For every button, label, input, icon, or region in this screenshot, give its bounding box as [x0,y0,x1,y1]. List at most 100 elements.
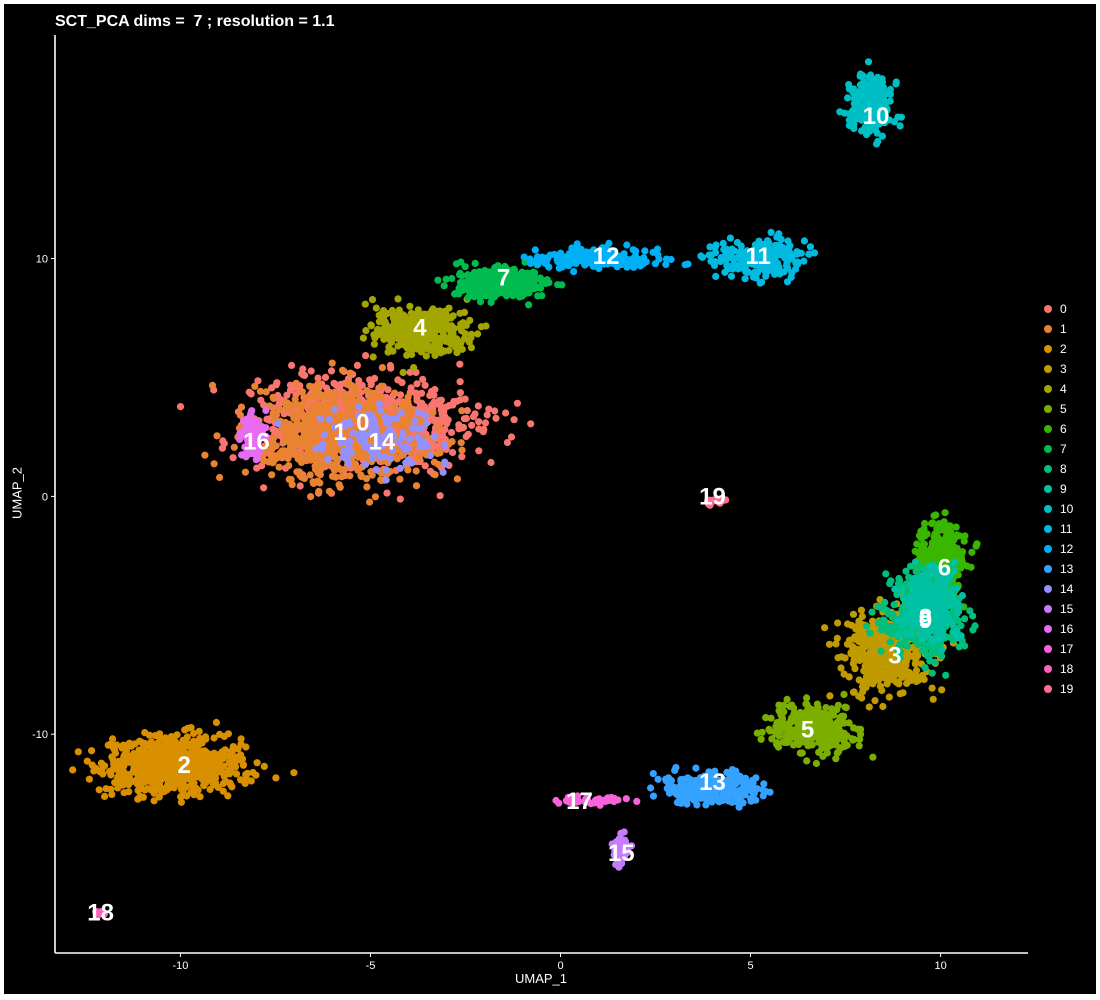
point [802,700,810,708]
point [434,423,442,431]
series-5 [753,690,877,768]
point [525,301,533,309]
point [429,409,437,417]
point [371,389,379,397]
point [404,393,412,401]
point [943,615,951,623]
point [437,396,445,404]
point [405,402,413,410]
point [938,646,946,654]
point [399,368,407,377]
point [274,453,282,461]
point [953,584,961,592]
point [389,347,397,355]
point [783,738,791,747]
point [119,741,127,749]
point [314,374,322,382]
point [422,352,430,360]
point [200,765,208,773]
point [366,397,374,405]
point [916,673,924,681]
point [910,575,918,583]
point [860,667,868,675]
point [145,731,153,739]
point [456,278,464,287]
point [967,563,975,571]
point [343,401,351,409]
point [275,399,283,407]
point [475,418,483,426]
point [401,417,409,425]
point [888,630,896,638]
point [216,473,224,482]
point [190,737,198,745]
point [753,729,761,737]
point [145,774,153,782]
point [325,487,333,495]
point [208,381,217,389]
point [911,558,920,566]
point [833,727,841,735]
point [332,381,340,389]
point [171,778,179,786]
point [887,577,895,585]
point [102,785,110,793]
point [190,756,198,764]
point [421,381,429,389]
point [532,282,540,291]
point [111,779,119,787]
point [841,731,850,739]
point [928,684,936,692]
point [312,428,321,436]
point [940,598,948,607]
point [907,593,916,601]
point [212,779,220,787]
point [202,778,210,786]
point [151,754,159,763]
point [298,388,306,396]
point [879,702,887,711]
point [251,382,259,390]
point [291,395,299,403]
point [469,413,478,421]
point [422,344,430,352]
point [464,430,472,438]
point [912,567,920,576]
point [272,427,280,435]
point [189,729,198,738]
point [218,444,226,452]
point [445,304,453,312]
point [224,792,232,800]
point [162,762,170,770]
plot-background [4,4,1096,994]
point [303,451,311,460]
point [876,682,885,690]
point [437,403,446,411]
point [904,631,912,639]
point [890,601,898,609]
point [458,345,466,353]
point [953,531,961,539]
point [518,275,526,283]
point [370,340,378,348]
point [341,465,349,473]
point [346,472,354,480]
point [232,770,241,778]
point [513,399,522,407]
point [254,377,262,385]
point [257,396,265,404]
point [972,542,980,550]
point [352,387,360,395]
point [358,381,366,389]
point [396,475,404,483]
point [288,481,296,489]
point [900,619,908,627]
point [877,647,885,655]
point [343,410,352,418]
point [307,367,315,375]
point [966,607,974,615]
point [217,750,225,759]
point [442,275,450,283]
point [485,405,493,413]
point [855,742,863,750]
